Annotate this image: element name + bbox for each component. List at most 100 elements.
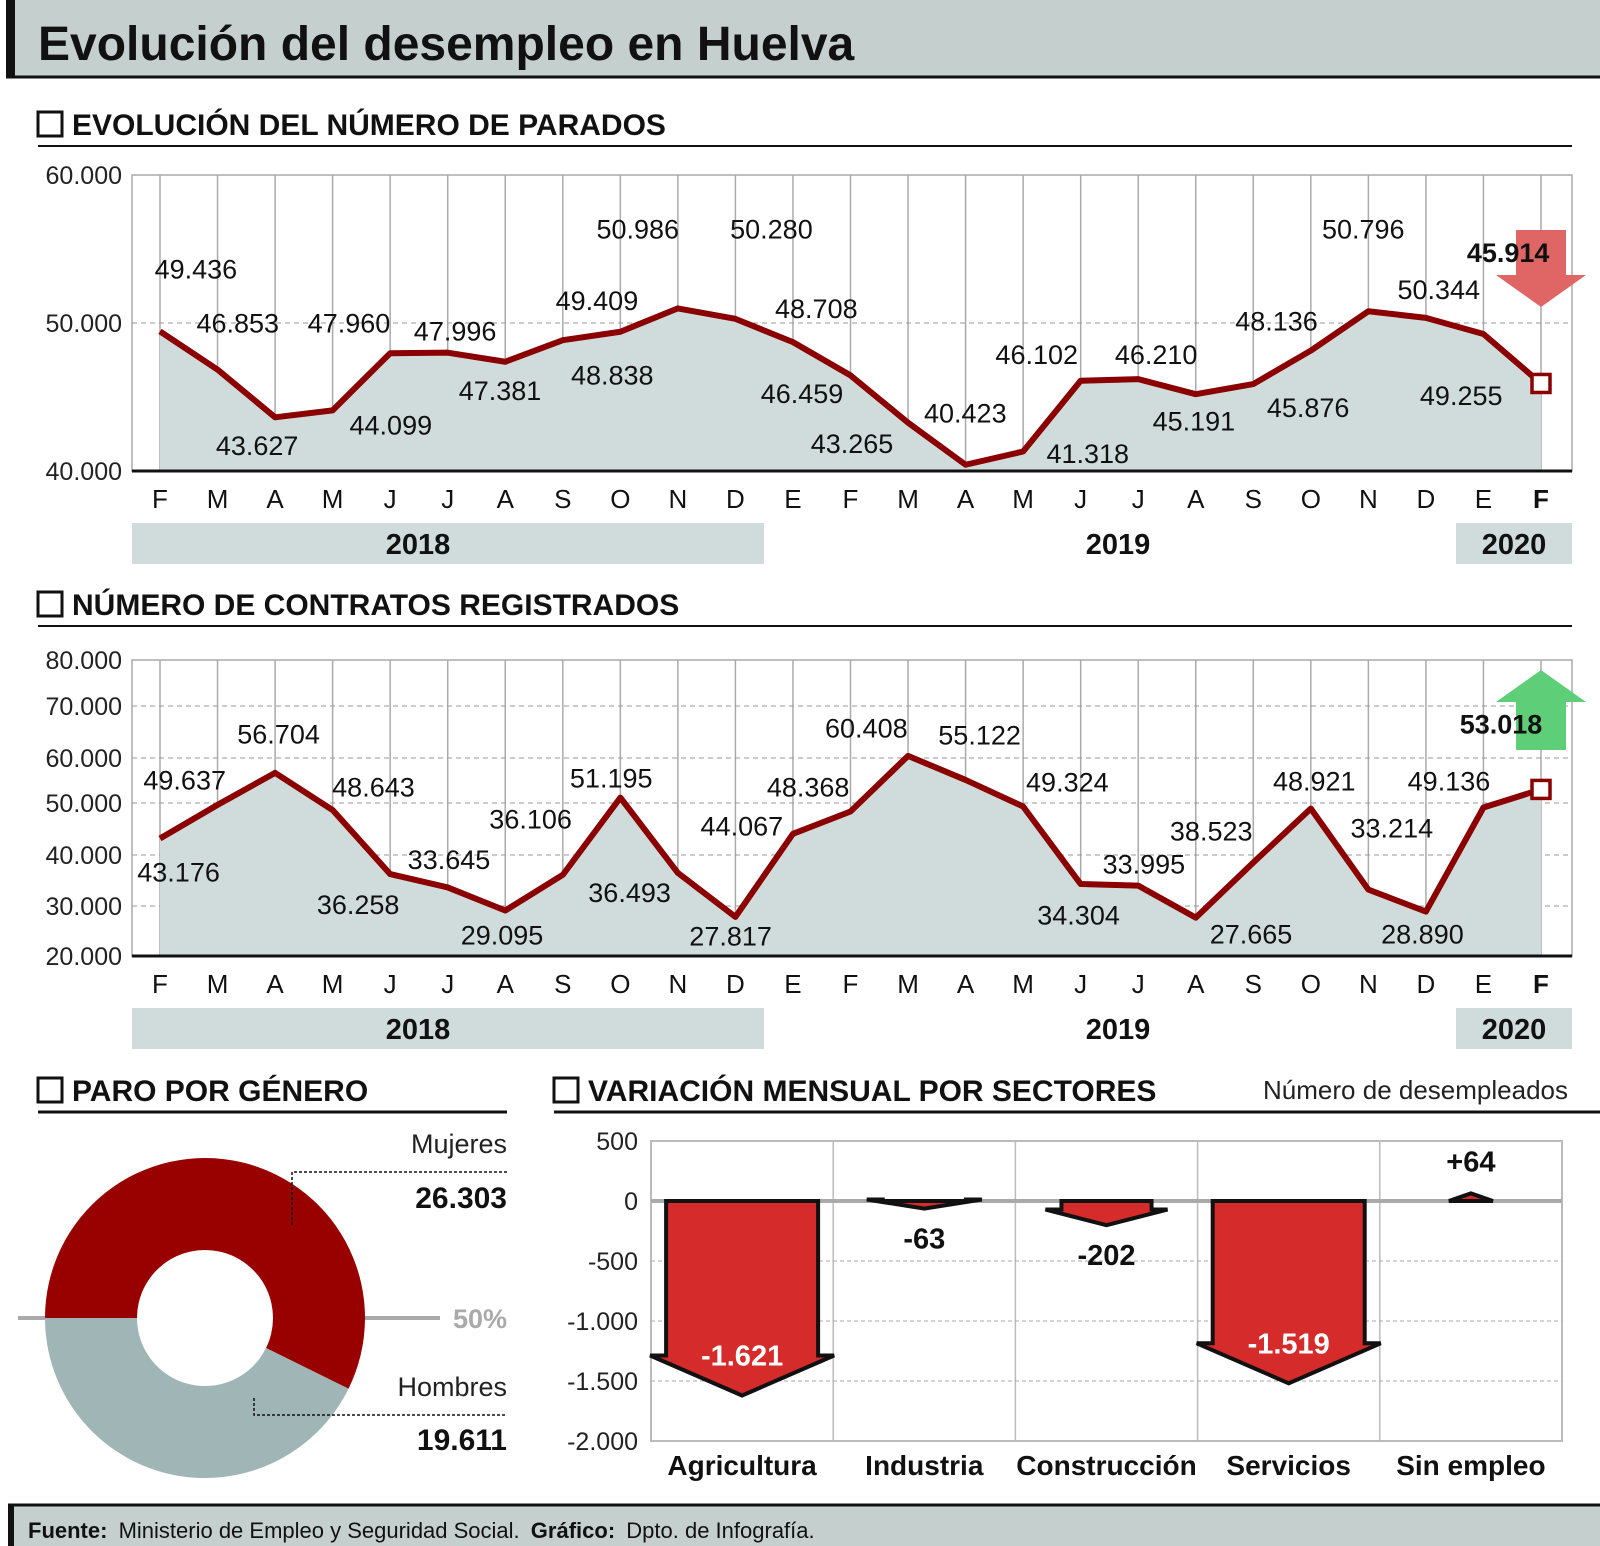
data-label: 36.258 xyxy=(317,890,400,920)
data-label: 46.459 xyxy=(761,379,844,409)
month-label: F xyxy=(152,484,168,514)
data-label: 33.214 xyxy=(1351,814,1434,844)
month-label: D xyxy=(1417,484,1436,514)
slice-name: Mujeres xyxy=(411,1129,507,1159)
data-label: 50.796 xyxy=(1322,215,1405,245)
data-label: 50.986 xyxy=(596,215,679,245)
month-label: F xyxy=(1533,484,1549,514)
bar-value-label: -202 xyxy=(1077,1240,1135,1272)
month-label: N xyxy=(1359,484,1378,514)
month-label: S xyxy=(554,969,571,999)
data-label: 46.853 xyxy=(196,308,279,338)
month-label: E xyxy=(1475,484,1492,514)
data-label: 48.838 xyxy=(571,361,654,391)
data-label: 28.890 xyxy=(1381,920,1464,950)
month-label: N xyxy=(1359,969,1378,999)
slice-value: 26.303 xyxy=(415,1182,507,1215)
month-label: A xyxy=(266,484,284,514)
y-tick-label: 40.000 xyxy=(46,458,122,486)
footer: Fuente: Ministerio de Empleo y Seguridad… xyxy=(8,1503,1600,1546)
month-label: M xyxy=(897,969,919,999)
year-band-2018 xyxy=(132,1008,764,1049)
y-tick-label: 0 xyxy=(624,1188,638,1216)
data-label: 47.381 xyxy=(459,376,542,406)
year-band-2018 xyxy=(132,523,764,564)
contratos-chart: 80.000 70.000 60.000 50.000 40.000 30.000 20.0… xyxy=(46,647,1586,1049)
square-bullet-icon xyxy=(36,590,64,618)
year-band-2020 xyxy=(1456,523,1572,564)
month-label: A xyxy=(497,484,515,514)
year-band-2020 xyxy=(1456,1008,1572,1049)
month-label: M xyxy=(207,969,229,999)
area-fill xyxy=(160,755,1541,956)
square-bullet-icon xyxy=(36,110,64,138)
y-tick-label: -500 xyxy=(588,1248,638,1276)
data-label: 50.280 xyxy=(730,215,813,245)
y-tick-label: 50.000 xyxy=(46,790,122,818)
data-label: 33.645 xyxy=(408,845,491,875)
page-title: Evolución del desempleo en Huelva xyxy=(38,18,855,71)
reference-label: 50% xyxy=(453,1304,507,1334)
data-label: 44.067 xyxy=(701,812,784,842)
month-label: S xyxy=(1245,484,1262,514)
data-label: 48.368 xyxy=(767,773,850,803)
data-label: 27.817 xyxy=(689,922,772,952)
data-label: 36.493 xyxy=(588,878,671,908)
month-label: M xyxy=(322,969,344,999)
data-label: 51.195 xyxy=(570,764,653,794)
month-label: O xyxy=(1301,484,1321,514)
year-label: 2020 xyxy=(1482,1014,1547,1046)
y-tick-label: 70.000 xyxy=(46,693,122,721)
y-tick-label: -2.000 xyxy=(567,1428,638,1456)
parados-chart: 60.000 50.000 40.000 49.436 46.853 43.627 44.0… xyxy=(46,162,1586,564)
bar-sin-empleo xyxy=(1448,1191,1494,1203)
month-label: A xyxy=(497,969,515,999)
section-title: VARIACIÓN MENSUAL POR SECTORES xyxy=(588,1074,1156,1108)
month-label: O xyxy=(610,484,630,514)
month-label: A xyxy=(957,969,975,999)
category-label: Sin empleo xyxy=(1396,1450,1545,1481)
month-label: N xyxy=(668,969,687,999)
section-heading-parados: EVOLUCIÓN DEL NÚMERO DE PARADOS xyxy=(36,108,1572,147)
month-label: J xyxy=(441,969,454,999)
data-label: 41.318 xyxy=(1046,439,1129,469)
month-label: M xyxy=(897,484,919,514)
pie-slice-mujeres xyxy=(45,1158,365,1389)
category-label: Agricultura xyxy=(667,1450,817,1481)
data-label: 33.995 xyxy=(1103,849,1186,879)
data-label: 48.708 xyxy=(775,294,858,324)
month-label: E xyxy=(784,484,801,514)
year-label: 2018 xyxy=(386,529,451,561)
y-tick-label: 20.000 xyxy=(46,943,122,971)
y-tick-label: -1.500 xyxy=(567,1368,638,1396)
month-label: A xyxy=(1187,969,1205,999)
data-label: 49.409 xyxy=(556,286,639,316)
month-label: F xyxy=(1533,969,1549,999)
month-label: J xyxy=(1074,969,1087,999)
data-label: 50.344 xyxy=(1397,275,1480,305)
data-label: 45.876 xyxy=(1267,393,1350,423)
data-label: 47.960 xyxy=(308,308,391,338)
source: Ministerio de Empleo y Seguridad Social. xyxy=(119,1518,520,1543)
year-label: 2019 xyxy=(1086,1014,1151,1046)
data-label: 27.665 xyxy=(1210,920,1293,950)
month-label: D xyxy=(726,484,745,514)
square-bullet-icon xyxy=(552,1076,580,1104)
slice-value: 19.611 xyxy=(417,1424,507,1457)
month-label: A xyxy=(266,969,284,999)
section-title: EVOLUCIÓN DEL NÚMERO DE PARADOS xyxy=(72,108,666,142)
data-label: 46.102 xyxy=(995,340,1078,370)
data-label: 29.095 xyxy=(461,921,544,951)
data-label: 43.176 xyxy=(137,857,220,887)
month-label: E xyxy=(1475,969,1492,999)
series-line xyxy=(158,752,1542,921)
month-label: S xyxy=(554,484,571,514)
year-label: 2020 xyxy=(1482,529,1547,561)
up-arrow-icon xyxy=(1496,670,1586,750)
bar-agricultura xyxy=(649,1199,835,1398)
data-label: 43.627 xyxy=(216,431,299,461)
footer-band xyxy=(8,1505,1600,1546)
month-label: J xyxy=(384,969,397,999)
data-label: 46.210 xyxy=(1115,340,1198,370)
